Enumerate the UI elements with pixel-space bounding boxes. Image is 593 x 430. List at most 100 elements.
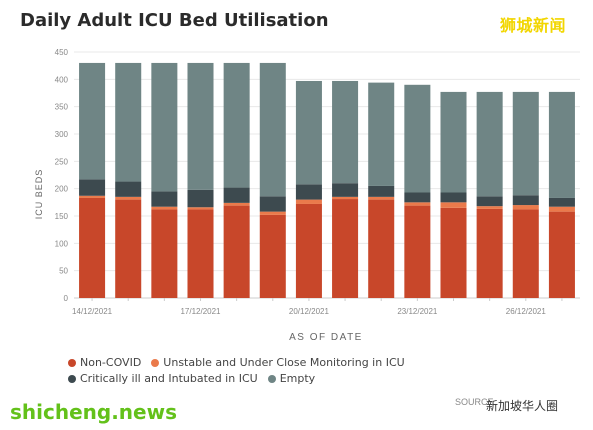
bar-segment: [440, 202, 467, 208]
bar-segment: [295, 203, 322, 298]
bar-stack: [79, 62, 106, 298]
bar-segment: [368, 199, 395, 298]
bar-segment: [259, 214, 286, 298]
legend-label: Empty: [279, 372, 316, 385]
bar-stack: [368, 82, 395, 298]
bar-stack: [151, 62, 178, 298]
bar-stack: [440, 91, 467, 298]
bar-segment: [259, 211, 286, 215]
legend-item: Non-COVID: [68, 356, 141, 369]
bar-stack: [115, 62, 142, 298]
y-tick-label: 300: [55, 130, 69, 139]
bar-segment: [512, 195, 539, 206]
bar-segment: [368, 82, 395, 186]
bar-segment: [295, 184, 322, 200]
x-tick-label: 23/12/2021: [397, 307, 438, 316]
y-tick-label: 200: [55, 185, 69, 194]
bar-segment: [332, 183, 359, 197]
bar-segment: [115, 62, 142, 182]
bar-segment: [295, 199, 322, 204]
bar-stack: [548, 91, 575, 298]
x-axis-title: AS OF DATE: [289, 332, 363, 343]
bar-segment: [404, 192, 431, 203]
bar-segment: [368, 185, 395, 197]
y-tick-label: 150: [55, 212, 69, 221]
legend-label: Critically ill and Intubated in ICU: [80, 372, 258, 385]
bar-segment: [440, 192, 467, 203]
bar-segment: [187, 207, 214, 210]
y-tick-label: 100: [55, 239, 69, 248]
bar-stack: [295, 80, 322, 298]
bars-layer: [79, 62, 575, 298]
bar-segment: [332, 196, 359, 200]
bar-segment: [151, 191, 178, 207]
bar-segment: [151, 209, 178, 298]
bar-stack: [259, 62, 286, 298]
bar-segment: [79, 197, 106, 298]
bar-segment: [332, 199, 359, 298]
x-tick-label: 26/12/2021: [506, 307, 547, 316]
bar-segment: [223, 205, 250, 298]
bar-segment: [476, 196, 503, 207]
y-axis-title: ICU BEDS: [34, 169, 44, 220]
legend-label: Non-COVID: [80, 356, 142, 369]
x-tick-label: 20/12/2021: [289, 307, 330, 316]
y-tick-label: 0: [64, 294, 69, 303]
bar-stack: [512, 91, 539, 298]
bar-segment: [151, 206, 178, 210]
x-tick-label: 17/12/2021: [180, 307, 221, 316]
bar-stack: [187, 62, 214, 298]
bar-segment: [476, 91, 503, 197]
bar-segment: [115, 181, 142, 197]
bar-segment: [187, 209, 214, 298]
watermark-top-right: 狮城新闻: [500, 16, 567, 35]
chart-legend: Non-COVID Unstable and Under Close Monito…: [68, 356, 588, 388]
x-tick-label: 14/12/2021: [72, 307, 113, 316]
legend-item: Empty: [267, 372, 316, 385]
watermark-bottom-left: shicheng.news: [10, 400, 177, 424]
bar-segment: [115, 199, 142, 298]
bar-segment: [259, 62, 286, 197]
bar-segment: [223, 187, 250, 203]
y-tick-label: 350: [55, 103, 69, 112]
legend-label: Unstable and Under Close Monitoring in I…: [163, 356, 405, 369]
bar-segment: [440, 91, 467, 193]
bar-segment: [115, 196, 142, 200]
bar-segment: [79, 62, 106, 180]
bar-stack: [332, 80, 359, 298]
icu-bed-chart: 0 50 100 150 200 250 300 350 400 450 14/12/2021 17/…: [34, 48, 580, 343]
bar-segment: [368, 196, 395, 200]
bar-stack: [404, 84, 431, 298]
bar-segment: [79, 195, 106, 198]
bar-segment: [476, 208, 503, 298]
bar-segment: [440, 207, 467, 298]
bar-segment: [404, 84, 431, 193]
legend-dot: [267, 374, 276, 383]
bar-stack: [476, 91, 503, 298]
grid-layer: [74, 51, 580, 299]
bar-segment: [259, 196, 286, 212]
y-tick-label: 400: [55, 75, 69, 84]
bar-segment: [512, 209, 539, 298]
y-tick-label: 50: [59, 267, 68, 276]
bar-segment: [79, 179, 106, 196]
chart-title: Daily Adult ICU Bed Utilisation: [20, 10, 329, 31]
bar-segment: [548, 206, 575, 212]
bar-segment: [223, 202, 250, 206]
bar-stack: [223, 62, 250, 298]
y-tick-label: 450: [55, 48, 69, 57]
legend-dot: [151, 358, 160, 367]
watermark-bottom-right: 新加坡华人圈: [486, 399, 559, 413]
bar-segment: [295, 80, 322, 185]
bar-segment: [187, 189, 214, 208]
source-label: SOURCE: [455, 397, 494, 407]
bar-segment: [512, 91, 539, 196]
bar-segment: [548, 91, 575, 198]
bar-segment: [332, 80, 359, 184]
legend-dot: [68, 374, 76, 383]
bar-segment: [512, 205, 539, 210]
bar-segment: [223, 62, 250, 188]
bar-segment: [548, 211, 575, 298]
legend-item: Critically ill and Intubated in ICU: [68, 372, 258, 385]
bar-segment: [151, 62, 178, 192]
